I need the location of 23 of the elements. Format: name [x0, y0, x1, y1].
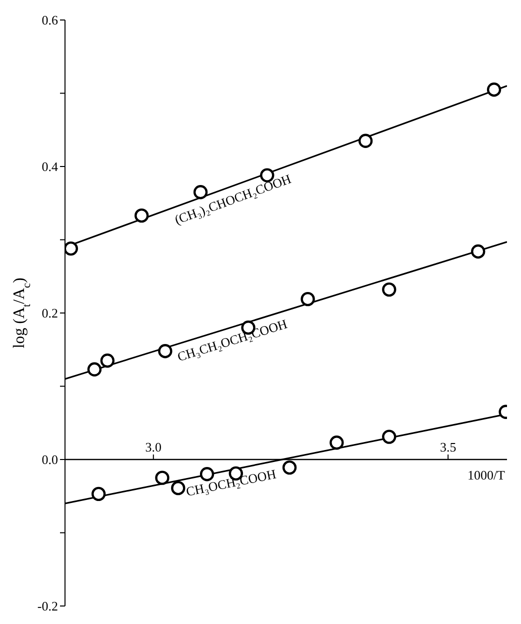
point — [358, 134, 373, 148]
x-tick-label: 3.0 — [145, 440, 162, 454]
point — [486, 82, 502, 97]
point — [171, 480, 186, 496]
y-tick-label: 0.0 — [42, 452, 58, 468]
point — [382, 282, 396, 297]
y-tick-label: -0.2 — [37, 598, 58, 614]
x-axis-title: 1000/T — [467, 468, 506, 482]
point — [134, 208, 149, 223]
point — [282, 460, 297, 475]
point — [155, 470, 170, 485]
point — [330, 436, 344, 450]
point — [87, 362, 102, 376]
y-tick-label: 0.4 — [42, 159, 58, 174]
y-tick-label: 0.6 — [42, 12, 58, 28]
x-tick-label: 3.5 — [440, 440, 456, 454]
point — [471, 244, 486, 259]
point — [91, 486, 106, 502]
point — [158, 344, 172, 358]
y-tick-label: 0.2 — [42, 306, 58, 321]
point — [300, 292, 315, 306]
point — [100, 354, 115, 368]
point — [382, 430, 396, 444]
